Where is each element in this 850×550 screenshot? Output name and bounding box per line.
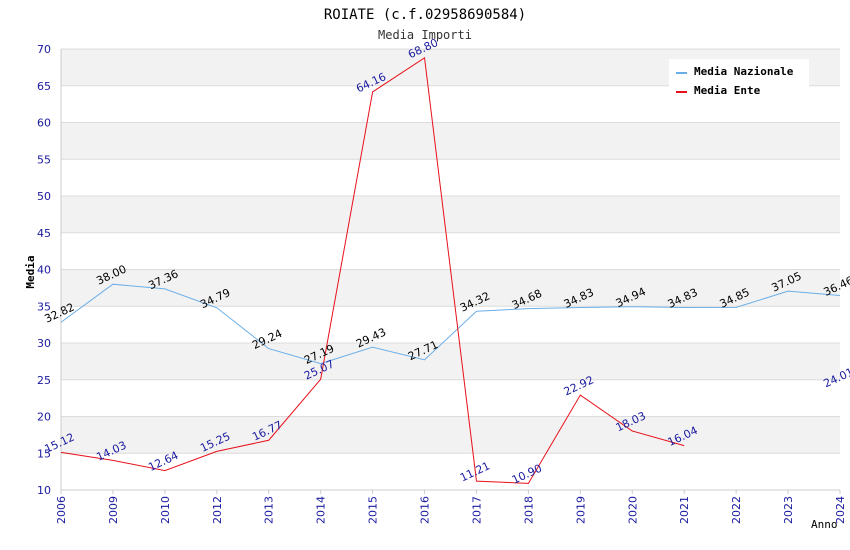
legend-label-ente: Media Ente	[694, 84, 761, 97]
legend-box	[669, 59, 809, 99]
y-tick-label: 45	[37, 227, 51, 240]
grid-lines	[61, 48, 840, 491]
y-tick-label: 65	[37, 80, 51, 93]
y-tick-label: 55	[37, 153, 51, 166]
x-tick-label: 2014	[315, 496, 328, 524]
y-tick-label: 30	[37, 337, 51, 350]
y-tick-label: 40	[37, 264, 51, 277]
x-tick-label: 2012	[211, 496, 224, 524]
grid-bands	[61, 49, 840, 454]
y-tick-label: 70	[37, 43, 51, 56]
series-line-nazionale	[60, 283, 841, 365]
x-tick-labels: 2006 2009 2010 2012 2013 2014 2015 2016 2017 2018…	[55, 496, 847, 524]
x-tick-label: 2022	[730, 496, 743, 524]
axes	[60, 49, 841, 494]
grid-band	[61, 269, 840, 307]
x-tick-label: 2013	[263, 496, 276, 524]
x-tick-label: 2023	[782, 496, 795, 524]
y-tick-labels: 10 15 20 25 30 35 40 45 50 55 60 65 70	[37, 43, 51, 497]
grid-band	[61, 122, 840, 160]
legend: Media Nazionale Media Ente	[669, 59, 809, 99]
x-tick-label: 2017	[470, 496, 483, 524]
legend-label-nazionale: Media Nazionale	[694, 65, 794, 78]
x-tick-label: 2018	[522, 496, 535, 524]
x-tick-label: 2009	[107, 496, 120, 524]
grid-band	[61, 343, 840, 380]
series-lines	[60, 56, 841, 484]
x-tick-label: 2021	[678, 496, 691, 524]
x-tick-label: 2020	[626, 496, 639, 524]
y-tick-label: 60	[37, 117, 51, 130]
x-tick-label: 2010	[159, 496, 172, 524]
y-tick-label: 15	[37, 447, 51, 460]
x-tick-label: 2024	[834, 496, 847, 524]
grid-band	[61, 196, 840, 233]
x-tick-label: 2016	[419, 496, 432, 524]
y-tick-label: 50	[37, 190, 51, 203]
y-axis-title: Media	[24, 255, 37, 288]
y-tick-label: 20	[37, 411, 51, 424]
series-line-ente	[60, 56, 685, 484]
x-axis-title: Anno	[811, 518, 838, 531]
data-label: 11.21	[458, 459, 492, 484]
y-tick-label: 35	[37, 300, 51, 313]
chart-subtitle: Media Importi	[378, 28, 472, 42]
y-tick-label: 10	[37, 484, 51, 497]
y-tick-label: 25	[37, 374, 51, 387]
chart-title: ROIATE (c.f.02958690584)	[324, 7, 526, 23]
x-tick-label: 2006	[55, 496, 68, 524]
x-tick-label: 2015	[367, 496, 380, 524]
x-tick-label: 2019	[574, 496, 587, 524]
grid-band	[61, 416, 840, 454]
